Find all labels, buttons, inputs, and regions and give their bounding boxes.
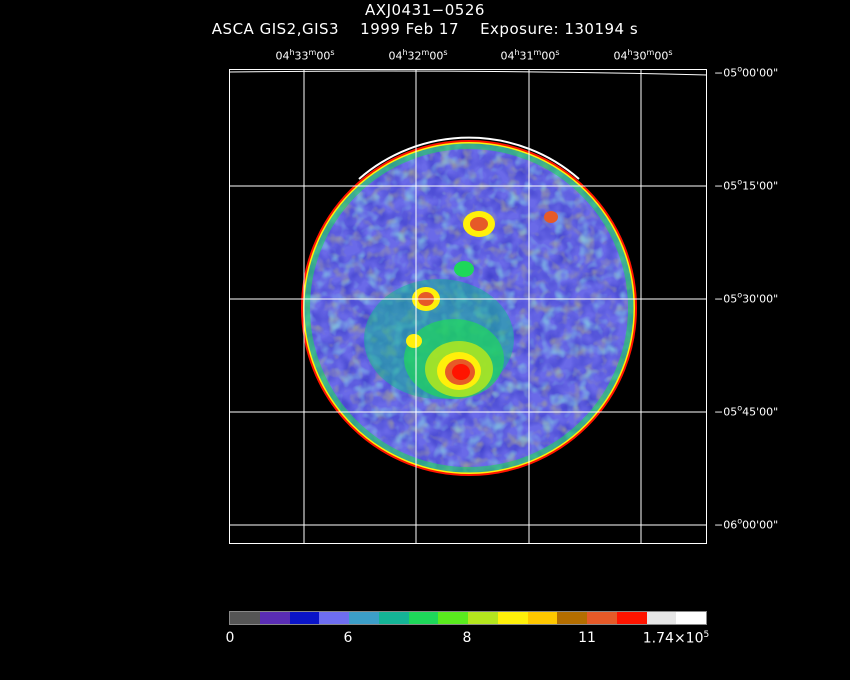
ra-tick-label: 04h31m00s bbox=[500, 48, 560, 63]
colorbar-swatch bbox=[557, 612, 587, 624]
colorbar-swatch bbox=[527, 612, 558, 624]
dec-tick-label: −05o00'00" bbox=[714, 64, 779, 80]
colorbar-swatch bbox=[319, 612, 349, 624]
dec-tick-label: −05o45'00" bbox=[714, 403, 779, 419]
image-title: AXJ0431−0526 bbox=[365, 1, 485, 19]
colorbar bbox=[229, 611, 707, 625]
colorbar-swatch bbox=[289, 612, 320, 624]
colorbar-label: 8 bbox=[462, 630, 472, 646]
coordinate-grid bbox=[229, 69, 707, 544]
colorbar-swatch bbox=[468, 612, 498, 624]
colorbar-swatch bbox=[349, 612, 379, 624]
colorbar-swatch bbox=[408, 612, 439, 624]
xray-sky-image bbox=[229, 69, 707, 544]
colorbar-swatch bbox=[587, 612, 617, 624]
colorbar-swatch bbox=[378, 612, 409, 624]
colorbar-swatch bbox=[616, 612, 647, 624]
colorbar-label: 6 bbox=[343, 630, 353, 646]
image-subtitle: ASCA GIS2,GIS3 1999 Feb 17 Exposure: 130… bbox=[211, 20, 639, 38]
colorbar-swatch bbox=[259, 612, 290, 624]
detector-rim bbox=[358, 136, 580, 180]
colorbar-swatch bbox=[676, 612, 706, 624]
dec-tick-label: −06o00'00" bbox=[714, 516, 779, 532]
colorbar-max-label: 1.74×105 bbox=[642, 630, 710, 647]
colorbar-label: 11 bbox=[578, 630, 596, 646]
dec-tick-label: −05o15'00" bbox=[714, 177, 779, 193]
detector-edge bbox=[301, 140, 637, 476]
image-frame bbox=[229, 69, 707, 544]
ra-tick-label: 04h33m00s bbox=[275, 48, 335, 63]
colorbar-swatch bbox=[438, 612, 468, 624]
colorbar-swatch bbox=[497, 612, 528, 624]
ra-tick-label: 04h30m00s bbox=[613, 48, 673, 63]
dec-tick-label: −05o30'00" bbox=[714, 290, 779, 306]
colorbar-swatch bbox=[230, 612, 260, 624]
colorbar-swatch bbox=[646, 612, 677, 624]
ra-tick-label: 04h32m00s bbox=[388, 48, 448, 63]
detector-field bbox=[302, 141, 636, 475]
colorbar-label: 0 bbox=[225, 630, 235, 646]
